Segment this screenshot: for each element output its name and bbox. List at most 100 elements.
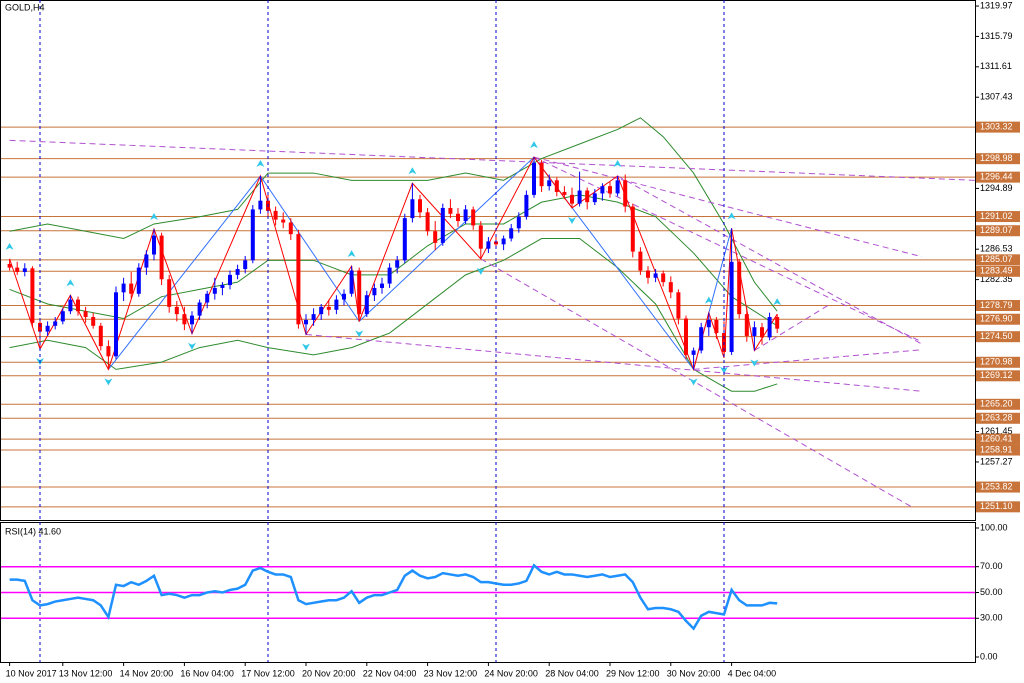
candle-body xyxy=(98,325,103,347)
trendline xyxy=(617,175,922,345)
candle-body xyxy=(38,322,42,332)
level-label: 1269.12 xyxy=(980,370,1013,380)
candle-body xyxy=(486,241,491,249)
level-label: 1298.98 xyxy=(980,153,1013,163)
candle-body xyxy=(250,209,255,261)
fractal-arrow xyxy=(104,378,113,386)
candle-body xyxy=(516,216,521,229)
y-tick-label: 0.00 xyxy=(980,651,998,661)
candle-body xyxy=(53,321,58,326)
level-label-box xyxy=(976,398,1020,410)
fractal-arrow xyxy=(773,298,782,306)
candle-body xyxy=(646,270,650,278)
candle-body xyxy=(668,282,673,293)
candle-body xyxy=(456,213,460,222)
candle-body xyxy=(608,186,612,194)
y-tick-label: 1286.53 xyxy=(980,244,1013,254)
candle-body xyxy=(463,209,468,222)
rsi-title: RSI(14) 41.60 xyxy=(5,526,61,536)
candle-body xyxy=(684,318,688,355)
candle-body xyxy=(577,190,582,204)
candle-body xyxy=(83,311,88,318)
y-tick-label: 1307.43 xyxy=(980,92,1013,102)
level-label: 1276.90 xyxy=(980,314,1013,324)
bollinger-band xyxy=(9,194,778,327)
candle-body xyxy=(311,314,316,320)
y-tick-label: 1319.97 xyxy=(980,0,1013,10)
x-tick-label: 16 Nov 04:00 xyxy=(180,668,234,678)
candle-body xyxy=(653,273,658,278)
x-tick-label: 28 Nov 04:00 xyxy=(545,668,599,678)
y-tick-label: 50.00 xyxy=(980,587,1003,597)
candle-body xyxy=(159,235,164,280)
rsi-plot xyxy=(1,563,975,631)
candle-body xyxy=(706,319,711,328)
fractal-arrow xyxy=(408,167,417,175)
trendline xyxy=(693,349,922,370)
y-tick-label: 1261.45 xyxy=(980,426,1013,436)
level-label-box xyxy=(976,501,1020,513)
level-label-box xyxy=(976,370,1020,382)
candle-body xyxy=(167,279,172,307)
candle-body xyxy=(91,317,96,326)
level-label: 1283.49 xyxy=(980,266,1013,276)
fractal-arrow xyxy=(530,141,538,149)
trendline xyxy=(305,334,922,392)
fractal-arrow xyxy=(5,242,14,250)
x-tick-label: 4 Dec 04:00 xyxy=(728,668,777,678)
level-label: 1265.20 xyxy=(980,399,1013,409)
level-label-box xyxy=(976,265,1020,277)
candle-body xyxy=(190,315,194,325)
fractal-arrow xyxy=(704,296,713,304)
fractal-arrow xyxy=(347,250,356,258)
candle-body xyxy=(410,199,415,219)
candle-body xyxy=(600,186,605,194)
candle-body xyxy=(364,295,369,315)
candle-body xyxy=(212,287,217,294)
candle-body xyxy=(676,292,681,319)
level-label-box xyxy=(976,299,1020,311)
candle-body xyxy=(509,228,514,239)
fractal-arrow xyxy=(188,342,196,350)
candle-body xyxy=(205,293,210,303)
level-label-box xyxy=(976,313,1020,325)
level-label: 1258.91 xyxy=(980,444,1013,454)
candle-body xyxy=(334,299,339,310)
candle-body xyxy=(281,219,286,223)
fractal-arrow xyxy=(720,366,728,374)
candle-body xyxy=(570,194,574,204)
trendline xyxy=(754,303,831,351)
candle-body xyxy=(144,254,149,268)
level-label: 1296.44 xyxy=(980,172,1013,182)
candle-body xyxy=(714,319,719,334)
candle-body xyxy=(760,327,764,338)
candle-body xyxy=(136,267,141,294)
level-label-box xyxy=(976,153,1020,165)
candle-body xyxy=(349,270,354,294)
y-tick-label: 1294.89 xyxy=(980,183,1013,193)
candle-body xyxy=(775,317,780,329)
candle-body xyxy=(547,180,552,187)
candle-body xyxy=(592,193,597,203)
fractal-arrow xyxy=(750,359,759,367)
candle-body xyxy=(440,207,445,243)
fractal-arrow xyxy=(66,279,75,287)
candle-body xyxy=(326,306,331,310)
candle-body xyxy=(752,327,757,336)
candle-body xyxy=(372,287,377,296)
candle-body xyxy=(7,263,12,268)
level-label: 1291.02 xyxy=(980,211,1013,221)
level-label: 1270.98 xyxy=(980,357,1013,367)
y-tick-label: 70.00 xyxy=(980,561,1003,571)
candle-body xyxy=(478,225,483,249)
y-tick-label: 30.00 xyxy=(980,613,1003,623)
candle-body xyxy=(273,210,278,220)
candle-body xyxy=(342,293,346,300)
candle-body xyxy=(243,260,248,270)
level-label-box xyxy=(976,412,1020,424)
candle-body xyxy=(554,180,559,192)
candle-body xyxy=(76,299,80,312)
chart-title: GOLD,H4 xyxy=(5,2,45,12)
